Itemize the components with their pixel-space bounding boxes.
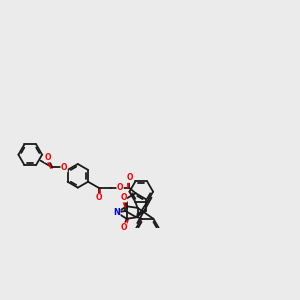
- Text: O: O: [120, 223, 127, 232]
- Text: O: O: [44, 153, 51, 162]
- Text: O: O: [96, 194, 102, 202]
- Text: O: O: [117, 183, 123, 192]
- Text: O: O: [126, 173, 133, 182]
- Text: O: O: [61, 163, 68, 172]
- Text: N: N: [113, 208, 120, 217]
- Text: O: O: [120, 193, 127, 202]
